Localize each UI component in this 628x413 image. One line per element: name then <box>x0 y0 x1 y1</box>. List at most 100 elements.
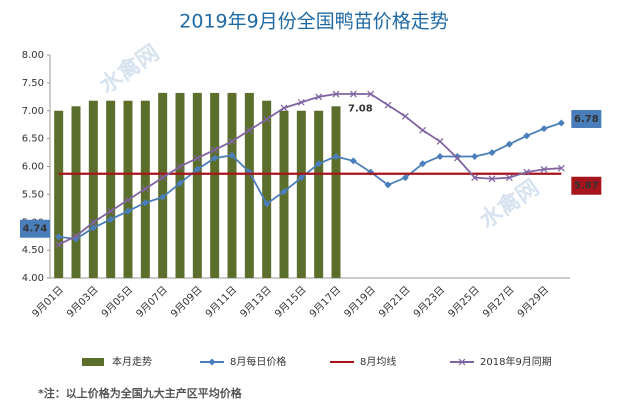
bar <box>244 92 254 278</box>
marker <box>315 160 323 168</box>
marker <box>367 90 375 98</box>
line <box>58 122 562 240</box>
marker <box>228 137 236 145</box>
marker <box>124 207 132 215</box>
bar <box>71 106 81 278</box>
x-tick-label: 9月23日 <box>411 284 447 320</box>
marker <box>349 157 357 165</box>
footnote: *注：以上价格为全国九大主产区平均价格 <box>38 386 243 400</box>
legend-label: 2018年9月同期 <box>480 355 552 368</box>
bar <box>262 100 272 278</box>
marker <box>505 140 513 148</box>
bar <box>106 100 116 278</box>
x-tick-label: 9月15日 <box>272 284 308 320</box>
bar <box>227 92 237 278</box>
data-label: 5.87 <box>574 181 599 192</box>
bar <box>123 100 133 278</box>
marker <box>505 174 513 182</box>
x-tick-label: 9月27日 <box>480 284 516 320</box>
x-tick-label: 9月01日 <box>30 284 66 320</box>
data-label-box: 6.78 <box>571 110 602 129</box>
marker <box>540 125 548 133</box>
marker <box>523 132 531 140</box>
marker <box>280 188 288 196</box>
marker <box>436 137 444 145</box>
bar <box>88 100 98 278</box>
x-tick-label: 9月13日 <box>238 284 274 320</box>
marker <box>557 119 565 127</box>
marker <box>401 112 409 120</box>
x-tick-label: 9月17日 <box>307 284 343 320</box>
marker <box>297 98 305 106</box>
marker <box>141 199 149 207</box>
x-tick-label: 9月03日 <box>64 284 100 320</box>
x-tick-label: 9月11日 <box>203 284 239 320</box>
marker <box>401 174 409 182</box>
marker <box>263 115 271 123</box>
marker <box>436 152 444 160</box>
marker <box>176 179 184 187</box>
label-bg <box>571 176 602 195</box>
legend-swatch <box>82 358 104 366</box>
marker <box>211 146 219 154</box>
bar <box>331 106 341 278</box>
x-tick-label: 9月07日 <box>134 284 170 320</box>
marker <box>107 207 115 215</box>
bar <box>54 110 64 278</box>
y-tick-label: 6.00 <box>22 162 44 173</box>
x-tick-label: 9月25日 <box>446 284 482 320</box>
marker <box>540 165 548 173</box>
marker <box>159 174 167 182</box>
x-tick-label: 9月29日 <box>515 284 551 320</box>
marker <box>176 163 184 170</box>
data-label: 7.08 <box>348 103 373 114</box>
marker <box>453 154 461 162</box>
x-tick-label: 9月21日 <box>376 284 412 320</box>
marker <box>488 149 496 157</box>
bar <box>314 110 324 278</box>
marker <box>228 151 236 159</box>
legend-label: 8月每日价格 <box>230 355 286 368</box>
line <box>58 93 562 246</box>
data-label: 6.78 <box>574 114 599 125</box>
y-tick-label: 4.50 <box>22 245 44 256</box>
marker <box>557 164 565 172</box>
chart-title: 2019年9月份全国鸭苗价格走势 <box>179 11 448 33</box>
marker <box>89 224 97 232</box>
marker <box>280 104 288 112</box>
y-tick-label: 5.50 <box>22 189 44 200</box>
data-label: 4.74 <box>23 224 48 235</box>
y-tick-label: 8.00 <box>22 50 44 61</box>
marker <box>89 218 97 226</box>
marker <box>349 90 357 98</box>
x-tick-label: 9月09日 <box>168 284 204 320</box>
marker <box>419 126 427 134</box>
marker <box>193 154 201 162</box>
bar <box>192 92 202 278</box>
marker <box>55 241 63 248</box>
label-bg <box>571 110 602 129</box>
y-tick-label: 7.50 <box>22 78 44 89</box>
label-bg <box>20 219 50 238</box>
x-tick-label: 9月19日 <box>342 284 378 320</box>
watermark: 水禽网 <box>95 40 164 99</box>
y-tick-label: 4.00 <box>22 273 44 284</box>
marker <box>471 174 479 182</box>
bar <box>158 92 168 278</box>
marker <box>332 152 340 160</box>
x-tick-label: 9月05日 <box>99 284 135 320</box>
marker <box>315 93 323 101</box>
y-tick-label: 6.50 <box>22 134 44 145</box>
marker <box>72 232 80 240</box>
marker <box>263 200 271 208</box>
marker <box>159 193 167 201</box>
marker <box>453 152 461 160</box>
marker <box>124 196 132 204</box>
marker <box>193 165 201 173</box>
marker <box>419 160 427 168</box>
data-label-box: 5.87 <box>571 176 602 195</box>
marker <box>332 90 340 98</box>
data-label-box: 4.74 <box>20 219 50 238</box>
marker <box>458 358 466 366</box>
